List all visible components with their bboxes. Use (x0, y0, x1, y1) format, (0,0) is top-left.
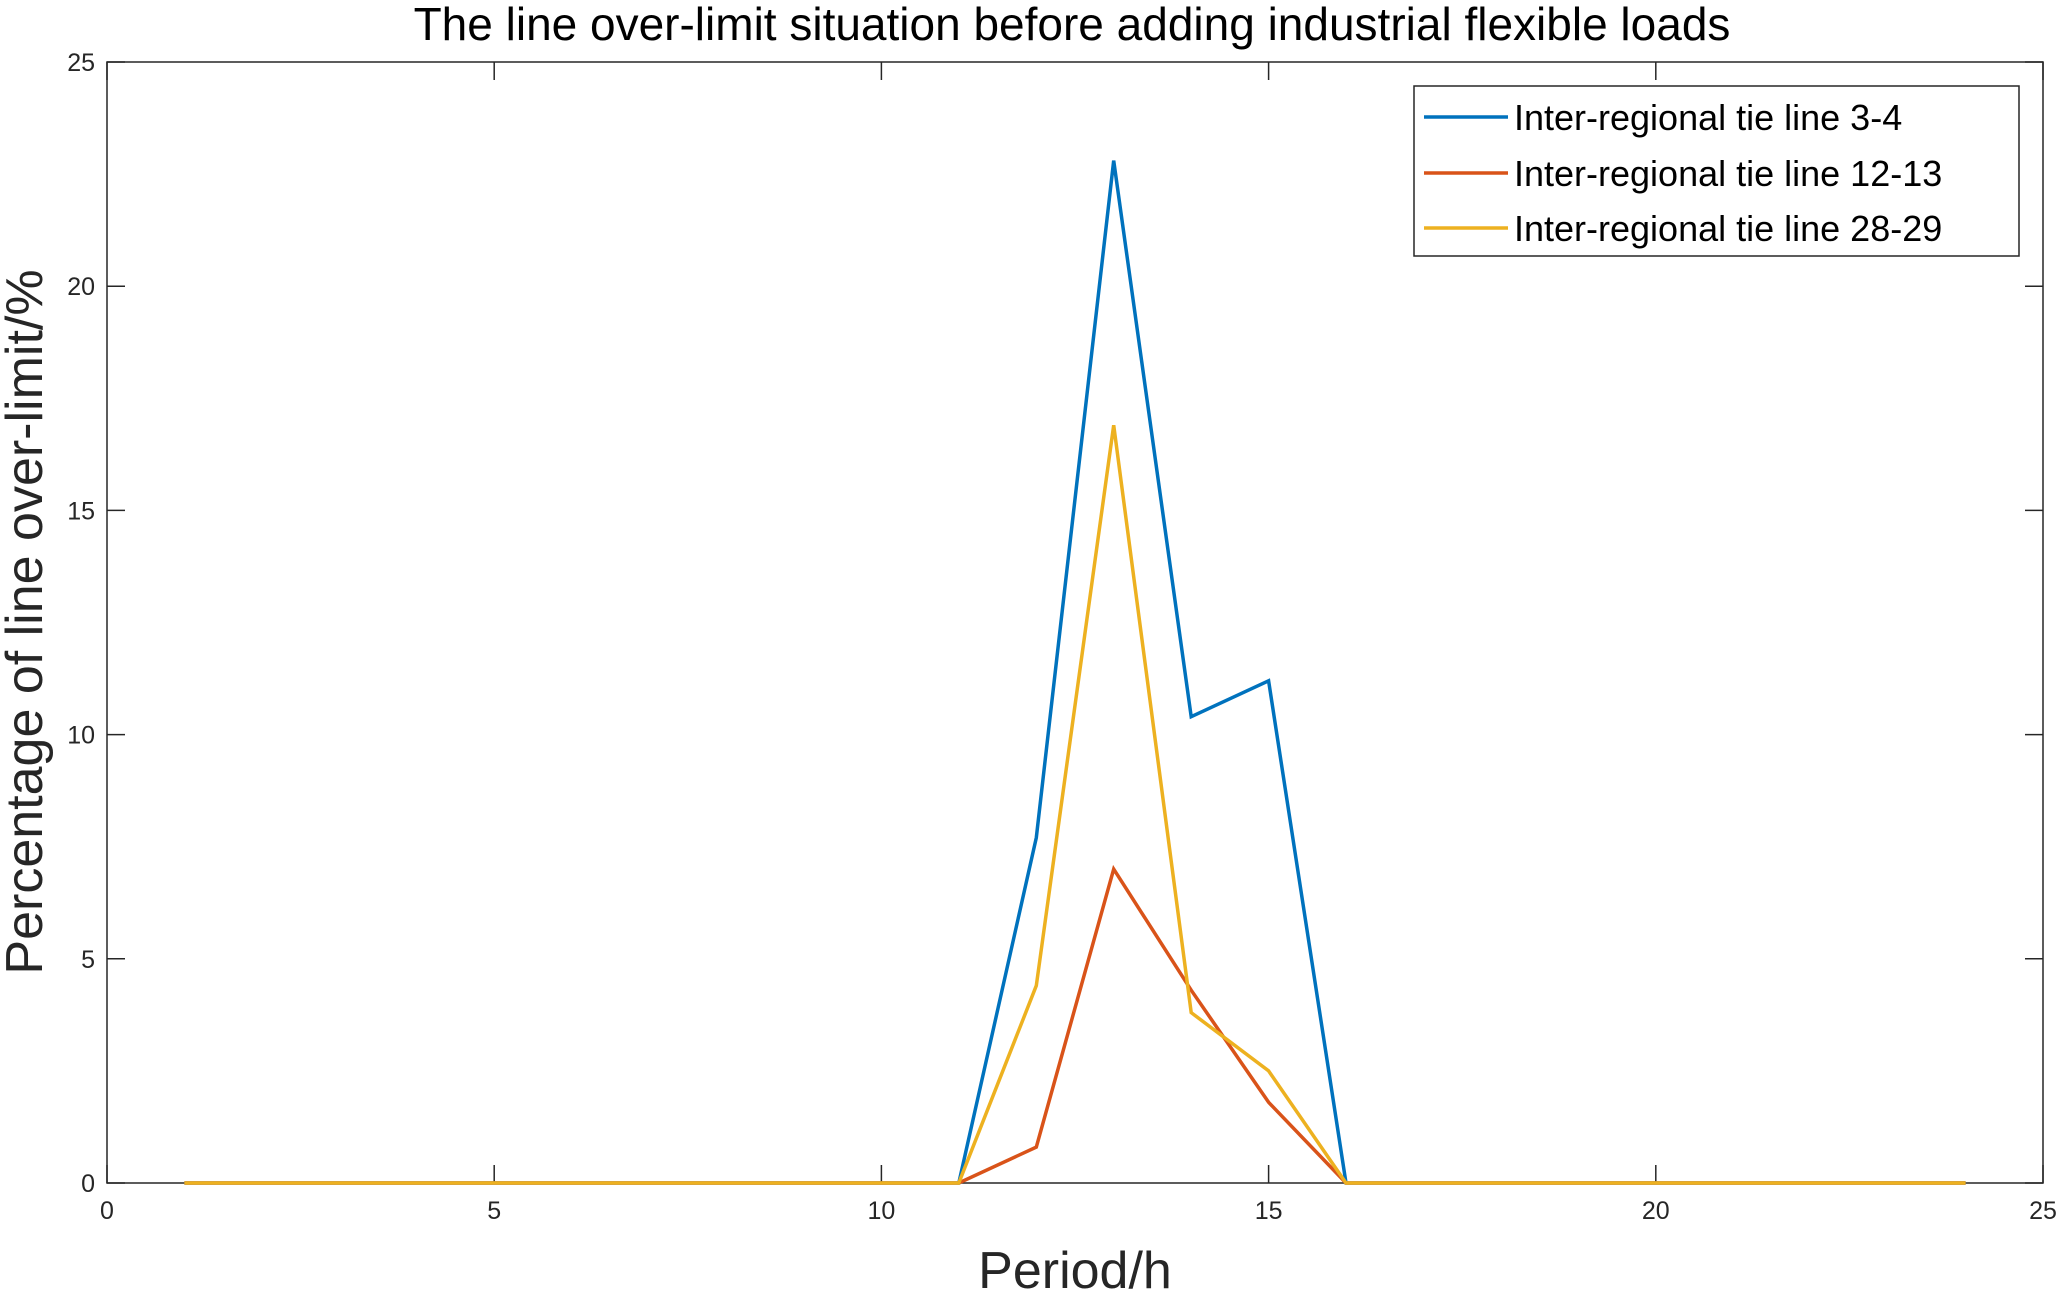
legend-box (1413, 85, 2020, 257)
x-axis-label: Period/h (978, 1242, 1172, 1293)
x-tick-label: 5 (487, 1197, 501, 1225)
y-tick-label: 25 (67, 49, 95, 77)
legend: Inter-regional tie line 3-4 Inter-regiona… (1413, 85, 2020, 257)
legend-label-3: Inter-regional tie line 28-29 (1514, 208, 1942, 249)
x-tick-label: 10 (867, 1197, 895, 1225)
y-tick-label: 20 (67, 273, 95, 301)
x-tick-label: 15 (1255, 1197, 1283, 1225)
y-tick-label: 0 (81, 1170, 95, 1198)
legend-label-2: Inter-regional tie line 12-13 (1514, 153, 1942, 194)
legend-label-1: Inter-regional tie line 3-4 (1514, 97, 1902, 138)
y-tick-label: 15 (67, 497, 95, 525)
series-line-3 (184, 424, 1966, 1185)
y-tick-label: 5 (81, 946, 95, 974)
series-lines (184, 160, 1966, 1185)
x-tick-label: 0 (100, 1197, 114, 1225)
x-tick-label: 25 (2029, 1197, 2057, 1225)
x-axis: 0 5 10 15 20 25 (100, 62, 2057, 1225)
y-tick-label: 10 (67, 722, 95, 750)
chart-title: The line over-limit situation before add… (414, 0, 1731, 50)
y-axis: 0 5 10 15 20 25 (67, 49, 2043, 1198)
x-tick-label: 20 (1642, 1197, 1670, 1225)
y-axis-label: Percentage of line over-limit/% (0, 269, 54, 974)
